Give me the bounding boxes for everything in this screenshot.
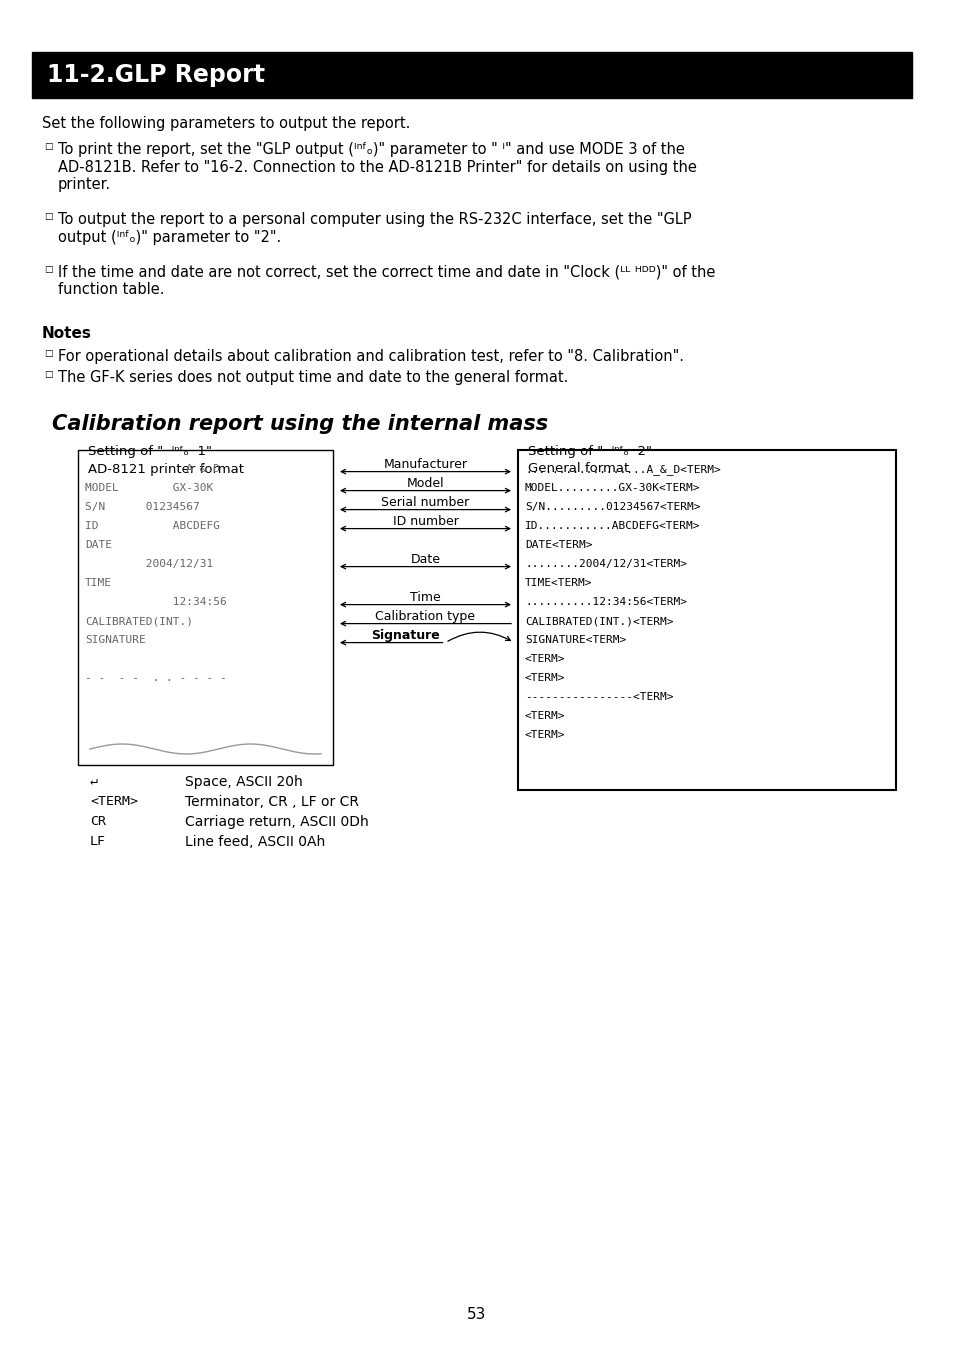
Text: Serial number: Serial number xyxy=(381,495,469,509)
Text: ID number: ID number xyxy=(392,514,458,528)
Text: □: □ xyxy=(44,265,52,274)
Text: TIME<TERM>: TIME<TERM> xyxy=(524,578,592,589)
Text: Terminator, CR , LF or CR: Terminator, CR , LF or CR xyxy=(185,795,358,809)
Text: □: □ xyxy=(44,142,52,151)
Text: MODEL        GX-30K: MODEL GX-30K xyxy=(85,483,213,493)
Text: <TERM>: <TERM> xyxy=(524,711,565,721)
Text: ----------------<TERM>: ----------------<TERM> xyxy=(524,693,673,702)
Text: Setting of "  ᴵⁿᶠₒ  1": Setting of " ᴵⁿᶠₒ 1" xyxy=(88,446,212,458)
Text: <TERM>: <TERM> xyxy=(524,674,565,683)
Text: 53: 53 xyxy=(467,1307,486,1322)
Text: 11-2.GLP Report: 11-2.GLP Report xyxy=(47,63,265,86)
Text: ID...........ABCDEFG<TERM>: ID...........ABCDEFG<TERM> xyxy=(524,521,700,531)
Text: ID           ABCDEFG: ID ABCDEFG xyxy=(85,521,220,531)
Text: <TERM>: <TERM> xyxy=(524,653,565,664)
Text: 2004/12/31: 2004/12/31 xyxy=(85,559,213,568)
Text: CR: CR xyxy=(90,815,106,828)
Bar xyxy=(78,450,333,765)
Text: function table.: function table. xyxy=(58,282,164,297)
Text: CALIBRATED(INT.): CALIBRATED(INT.) xyxy=(85,616,193,626)
Text: output (ᴵⁿᶠₒ)" parameter to "2".: output (ᴵⁿᶠₒ)" parameter to "2". xyxy=(58,230,281,244)
Text: Set the following parameters to output the report.: Set the following parameters to output t… xyxy=(42,116,410,131)
Text: Line feed, ASCII 0Ah: Line feed, ASCII 0Ah xyxy=(185,836,325,849)
Text: To output the report to a personal computer using the RS-232C interface, set the: To output the report to a personal compu… xyxy=(58,212,691,227)
Text: To print the report, set the "GLP output (ᴵⁿᶠₒ)" parameter to " ᴵ" and use MODE : To print the report, set the "GLP output… xyxy=(58,142,684,157)
Text: If the time and date are not correct, set the correct time and date in "Clock (ᴸ: If the time and date are not correct, se… xyxy=(58,265,715,279)
Text: Manufacturer: Manufacturer xyxy=(383,458,467,471)
Text: Space, ASCII 20h: Space, ASCII 20h xyxy=(185,775,302,788)
Text: ↵: ↵ xyxy=(90,775,98,788)
Text: Notes: Notes xyxy=(42,325,91,342)
Text: Signature: Signature xyxy=(371,629,439,641)
Bar xyxy=(517,450,895,790)
Text: SIGNATURE: SIGNATURE xyxy=(85,634,146,645)
Text: Calibration type: Calibration type xyxy=(375,610,475,622)
Text: Calibration report using the internal mass: Calibration report using the internal ma… xyxy=(52,413,548,433)
Text: TIME: TIME xyxy=(85,578,112,589)
Text: LF: LF xyxy=(90,836,106,848)
Text: S/N      01234567: S/N 01234567 xyxy=(85,502,199,512)
Text: The GF-K series does not output time and date to the general format.: The GF-K series does not output time and… xyxy=(58,370,568,385)
Text: Time: Time xyxy=(410,590,440,603)
Text: A & D: A & D xyxy=(85,464,220,474)
Text: □: □ xyxy=(44,370,52,379)
Text: Setting of "  ᴵⁿᶠₒ  2": Setting of " ᴵⁿᶠₒ 2" xyxy=(527,446,651,458)
Text: 12:34:56: 12:34:56 xyxy=(85,597,227,608)
Text: General format: General format xyxy=(527,463,629,475)
Text: <TERM>: <TERM> xyxy=(524,730,565,740)
Text: MODEL.........GX-30K<TERM>: MODEL.........GX-30K<TERM> xyxy=(524,483,700,493)
Text: □: □ xyxy=(44,348,52,358)
Text: DATE<TERM>: DATE<TERM> xyxy=(524,540,592,549)
Text: Model: Model xyxy=(406,477,444,490)
Text: <TERM>: <TERM> xyxy=(90,795,138,809)
Text: For operational details about calibration and calibration test, refer to "8. Cal: For operational details about calibratio… xyxy=(58,348,683,363)
Text: ..........12:34:56<TERM>: ..........12:34:56<TERM> xyxy=(524,597,686,608)
Text: □: □ xyxy=(44,212,52,221)
Text: Date: Date xyxy=(410,552,440,566)
Text: AD-8121 printer format: AD-8121 printer format xyxy=(88,463,244,475)
Text: ..................A_&_D<TERM>: ..................A_&_D<TERM> xyxy=(524,464,720,475)
Text: S/N.........01234567<TERM>: S/N.........01234567<TERM> xyxy=(524,502,700,512)
Text: DATE: DATE xyxy=(85,540,112,549)
Text: AD-8121B. Refer to "16-2. Connection to the AD-8121B Printer" for details on usi: AD-8121B. Refer to "16-2. Connection to … xyxy=(58,159,696,174)
Bar xyxy=(32,53,911,99)
Text: SIGNATURE<TERM>: SIGNATURE<TERM> xyxy=(524,634,625,645)
Text: - -  - -  . . - - - -: - - - - . . - - - - xyxy=(85,674,227,683)
Text: ........2004/12/31<TERM>: ........2004/12/31<TERM> xyxy=(524,559,686,568)
Text: printer.: printer. xyxy=(58,177,111,192)
Text: Carriage return, ASCII 0Dh: Carriage return, ASCII 0Dh xyxy=(185,815,369,829)
Text: CALIBRATED(INT.)<TERM>: CALIBRATED(INT.)<TERM> xyxy=(524,616,673,626)
